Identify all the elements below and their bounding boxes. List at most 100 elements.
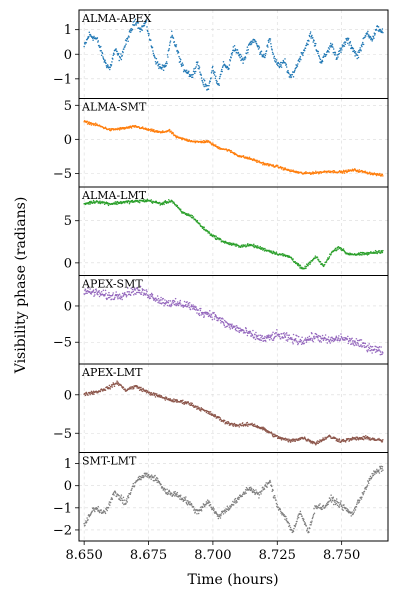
data-point xyxy=(184,402,186,405)
data-point xyxy=(353,344,355,347)
data-point xyxy=(285,519,288,522)
y-tick-label: 0 xyxy=(64,133,72,148)
y-tick-label: 1 xyxy=(64,457,72,472)
data-point xyxy=(266,44,269,46)
data-point xyxy=(173,300,176,303)
data-point xyxy=(263,53,265,56)
data-point xyxy=(191,402,194,405)
data-point xyxy=(168,490,171,493)
data-point xyxy=(179,208,182,211)
data-point xyxy=(283,332,285,334)
data-point xyxy=(342,248,345,250)
data-point xyxy=(273,494,276,497)
data-point xyxy=(344,43,346,45)
data-point xyxy=(341,49,343,51)
data-point xyxy=(268,41,270,44)
data-point xyxy=(327,338,329,341)
data-point xyxy=(262,163,264,166)
data-point xyxy=(216,515,219,517)
data-point xyxy=(318,335,320,337)
data-point xyxy=(245,486,248,489)
data-point xyxy=(125,39,128,42)
data-point xyxy=(215,415,217,418)
data-point xyxy=(118,129,121,131)
data-point xyxy=(347,510,349,513)
data-point xyxy=(230,149,232,152)
data-point xyxy=(112,58,114,60)
data-point xyxy=(120,295,122,297)
data-point xyxy=(256,159,258,162)
data-point xyxy=(162,130,164,132)
data-point xyxy=(288,524,291,527)
panel-smt-lmt: −2 −1 0 1 SMT-LMT xyxy=(53,452,389,542)
data-point xyxy=(363,346,366,349)
data-point xyxy=(357,51,359,53)
data-point xyxy=(382,439,384,441)
data-point xyxy=(299,510,302,513)
data-point xyxy=(372,473,374,475)
data-point xyxy=(311,332,313,335)
data-point xyxy=(366,350,369,353)
data-point xyxy=(190,502,193,505)
data-point xyxy=(300,58,302,61)
data-point xyxy=(247,51,249,54)
data-point xyxy=(355,337,358,340)
data-point xyxy=(160,66,163,69)
data-point xyxy=(293,438,296,441)
data-point xyxy=(351,337,353,339)
data-point xyxy=(95,290,98,292)
data-point xyxy=(376,346,379,349)
y-tick-label: 0 xyxy=(64,299,72,314)
data-point xyxy=(209,80,211,83)
data-point xyxy=(374,33,376,35)
data-point xyxy=(205,501,208,503)
data-point xyxy=(176,491,179,494)
data-point xyxy=(109,501,112,504)
data-point xyxy=(167,301,170,304)
data-point xyxy=(125,296,128,298)
data-point xyxy=(162,66,164,68)
data-point xyxy=(322,56,325,58)
data-point xyxy=(301,53,303,55)
data-point xyxy=(164,488,167,491)
data-point xyxy=(278,65,280,68)
data-point xyxy=(252,423,255,426)
data-point xyxy=(243,330,245,332)
data-point xyxy=(165,200,167,203)
data-point xyxy=(267,46,269,48)
data-point xyxy=(128,200,130,202)
data-point xyxy=(379,28,382,31)
data-point xyxy=(109,68,111,71)
data-point xyxy=(157,297,160,300)
data-point xyxy=(92,199,95,202)
data-point xyxy=(287,254,289,257)
data-point xyxy=(247,425,249,427)
data-point xyxy=(360,339,363,341)
data-point xyxy=(299,264,302,266)
data-point xyxy=(340,500,342,502)
data-point xyxy=(130,287,132,289)
series-points xyxy=(83,465,384,534)
data-point xyxy=(227,509,230,511)
data-point xyxy=(118,293,121,296)
data-point xyxy=(378,30,380,33)
data-point xyxy=(365,488,367,490)
data-point xyxy=(167,491,169,494)
data-point xyxy=(366,251,368,254)
data-point xyxy=(116,293,118,296)
data-point xyxy=(164,490,166,492)
data-point xyxy=(173,492,176,494)
data-point xyxy=(278,508,280,511)
data-point xyxy=(110,64,113,66)
data-point xyxy=(173,40,176,43)
data-point xyxy=(279,61,282,64)
data-point xyxy=(212,234,215,237)
data-point xyxy=(214,315,216,318)
data-point xyxy=(179,494,182,496)
data-point xyxy=(130,127,133,129)
data-point xyxy=(337,337,340,339)
data-point xyxy=(87,37,90,39)
x-tick-label: 8.700 xyxy=(194,548,231,563)
data-point xyxy=(283,334,286,336)
data-point xyxy=(344,441,347,443)
